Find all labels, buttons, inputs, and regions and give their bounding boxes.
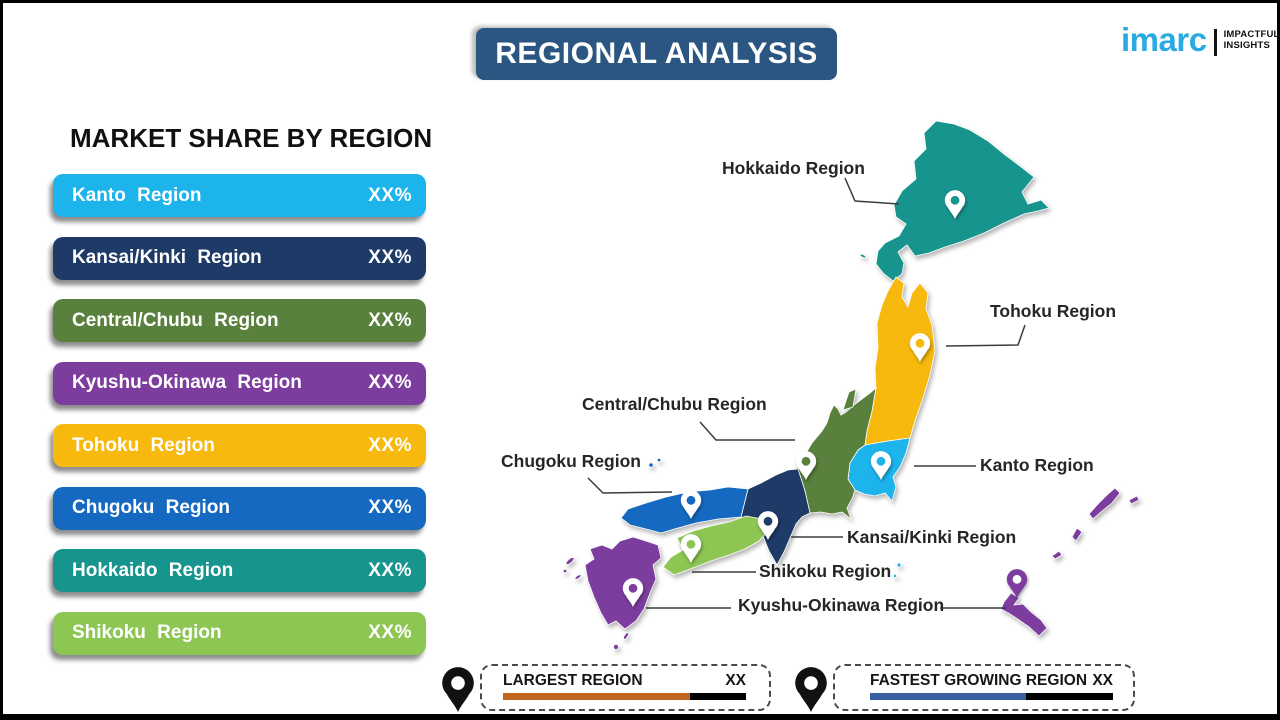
map-pin-chubu xyxy=(795,451,817,480)
japan-islands xyxy=(562,120,1140,651)
share-bar-label: Kanto Region xyxy=(72,184,202,206)
map-pin-kansai xyxy=(757,511,779,540)
legend-largest-value: XX xyxy=(725,672,746,689)
logo-tagline-line2: INSIGHTS xyxy=(1223,39,1271,51)
map-islet-oki xyxy=(656,457,662,463)
legend-fastest-bar xyxy=(870,693,1113,700)
share-bar-value: XX% xyxy=(368,497,412,518)
map-pin-kyushu xyxy=(622,578,644,607)
market-share-list: Kanto Region XX% Kansai/Kinki Region XX%… xyxy=(53,174,426,655)
map-islet-amami xyxy=(1071,527,1083,542)
map-label-hokkaido: Hokkaido Region xyxy=(722,158,865,178)
map-label-chubu: Central/Chubu Region xyxy=(582,394,767,414)
map-label-kanto: Kanto Region xyxy=(980,455,1094,475)
map-pin-chugoku xyxy=(680,490,702,519)
map-islet-goto xyxy=(574,574,582,580)
legend-largest-bar-fill xyxy=(503,693,691,700)
logo-divider xyxy=(1213,29,1217,56)
map-pin-shikoku xyxy=(680,534,702,563)
map-islet-sado xyxy=(842,388,857,411)
share-bar-chugoku: Chugoku Region XX% xyxy=(53,486,426,530)
map-label-kyushu: Kyushu-Okinawa Region xyxy=(738,595,945,615)
leader-line-chubu xyxy=(699,421,795,441)
share-bar-hokkaido: Hokkaido Region XX% xyxy=(53,549,426,592)
map-region-shikoku xyxy=(662,515,770,576)
imarc-logo-brand: imarc xyxy=(1121,21,1207,58)
share-bar-label: Tohoku Region xyxy=(72,434,215,456)
map-island-okinawa xyxy=(1000,592,1048,637)
share-bar-value: XX% xyxy=(368,372,412,393)
logo-tagline: IMPACTFUL INSIGHTS xyxy=(1223,29,1280,52)
map-label-tohoku: Tohoku Region xyxy=(990,301,1117,321)
location-pin-icon xyxy=(442,667,474,712)
map-island-amami xyxy=(1088,487,1121,520)
map-label-kansai: Kansai/Kinki Region xyxy=(847,527,1017,547)
legend-fastest-bar-fill xyxy=(870,693,1026,700)
legend-fastest-growing-region: FASTEST GROWING REGION XX xyxy=(833,664,1135,711)
market-share-heading: MARKET SHARE BY REGION xyxy=(70,123,433,153)
leader-line-tohoku xyxy=(945,324,1026,347)
share-bar-chubu: Central/Chubu Region XX% xyxy=(53,299,426,342)
legend-fastest-value: XX xyxy=(1092,672,1113,689)
map-islet-izu xyxy=(896,562,902,568)
share-bar-shikoku: Shikoku Region XX% xyxy=(53,611,426,655)
share-bar-label: Kyushu-Okinawa Region xyxy=(72,372,302,393)
legend-largest-bar xyxy=(503,693,746,700)
map-region-tohoku xyxy=(864,276,936,446)
map-label-shikoku: Shikoku Region xyxy=(759,561,892,581)
imarc-logo: imarc IMPACTFUL INSIGHTS xyxy=(1121,21,1280,58)
legend-largest-bar-rest xyxy=(690,693,746,700)
share-bar-label: Hokkaido Region xyxy=(72,559,234,581)
leader-line-chugoku xyxy=(587,477,673,494)
map-pin-tohoku xyxy=(909,333,931,362)
map-islet-hokkaido xyxy=(859,253,867,259)
legend-fastest-label: FASTEST GROWING REGION xyxy=(870,672,1088,689)
share-bar-tohoku: Tohoku Region XX% xyxy=(53,424,426,467)
legend-largest-region: LARGEST REGION XX xyxy=(480,664,771,711)
share-bar-label: Central/Chubu Region xyxy=(72,309,279,331)
map-pin-kanto xyxy=(870,451,892,480)
share-bar-value: XX% xyxy=(368,184,412,206)
map-islet-oki xyxy=(648,462,654,468)
share-bar-value: XX% xyxy=(368,309,412,331)
map-islet-south-kyushu xyxy=(613,644,620,651)
legend-largest-label: LARGEST REGION xyxy=(503,672,643,689)
map-region-chugoku xyxy=(620,486,749,534)
share-bar-value: XX% xyxy=(368,434,412,456)
share-bar-value: XX% xyxy=(368,247,412,268)
japan-map xyxy=(562,120,1140,651)
map-islet-south-kyushu xyxy=(622,632,630,640)
map-pin-hokkaido xyxy=(944,190,966,219)
share-bar-value: XX% xyxy=(368,559,412,581)
leader-line-hokkaido xyxy=(844,177,900,205)
map-islet-goto xyxy=(562,568,568,574)
map-islet-amami xyxy=(1051,550,1063,560)
logo-tagline-line1: IMPACTFUL xyxy=(1223,29,1280,40)
map-label-chugoku: Chugoku Region xyxy=(501,451,641,471)
share-bar-label: Kansai/Kinki Region xyxy=(72,247,262,268)
map-islet-izu xyxy=(892,573,897,578)
location-pin-icon xyxy=(795,667,827,712)
page-title: REGIONAL ANALYSIS xyxy=(476,28,837,80)
map-pin-okinawa xyxy=(1006,569,1028,598)
share-bar-label: Chugoku Region xyxy=(72,497,230,518)
map-islet-goto xyxy=(565,557,575,565)
legend-fastest-bar-rest xyxy=(1025,693,1113,700)
share-bar-label: Shikoku Region xyxy=(72,622,222,643)
share-bar-kanto: Kanto Region XX% xyxy=(53,174,426,217)
share-bar-kansai: Kansai/Kinki Region XX% xyxy=(53,236,426,280)
map-region-kyushu xyxy=(584,536,662,630)
share-bar-value: XX% xyxy=(368,622,412,643)
share-bar-kyushu: Kyushu-Okinawa Region XX% xyxy=(53,361,426,405)
map-islet-amami xyxy=(1128,495,1140,505)
